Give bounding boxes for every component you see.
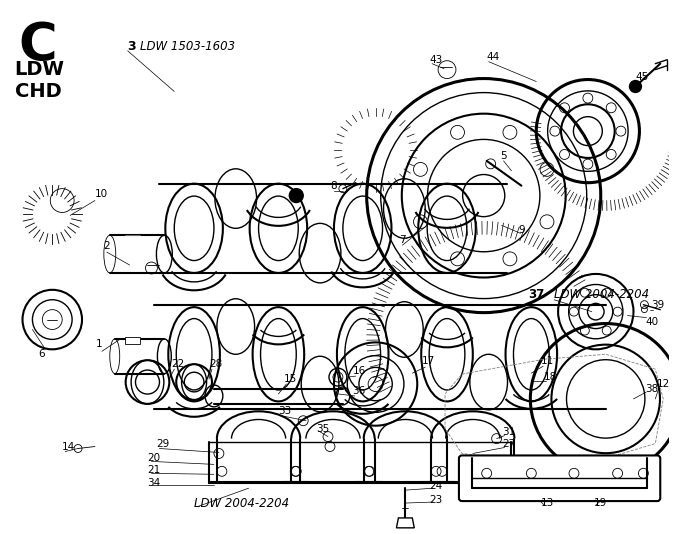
Circle shape [289,189,303,202]
Text: 29: 29 [156,438,170,449]
Text: 38: 38 [646,384,658,394]
Text: 15: 15 [283,374,297,384]
Text: 28: 28 [209,359,222,369]
Text: 6: 6 [38,349,45,359]
Text: 11: 11 [541,356,555,366]
Text: LDW: LDW [15,60,65,78]
Bar [125,337,140,344]
Text: C: C [19,20,57,72]
Text: LDW 2004-2204: LDW 2004-2204 [194,497,289,509]
Text: 21: 21 [148,465,160,475]
Text: 36: 36 [352,386,365,396]
Text: 20: 20 [148,453,160,464]
Text: 14: 14 [62,442,75,452]
Text: 5: 5 [501,151,508,161]
FancyBboxPatch shape [459,456,661,501]
Text: 10: 10 [95,189,108,199]
Text: 8: 8 [330,180,336,191]
Text: 3: 3 [127,40,136,53]
Text: 13: 13 [541,498,555,508]
Text: 27: 27 [503,438,516,449]
Text: CHD: CHD [15,82,61,100]
Text: 22: 22 [171,359,185,369]
Text: 12: 12 [657,379,671,389]
Text: 37: 37 [528,288,545,301]
Text: LDW 2004-2204: LDW 2004-2204 [554,288,649,301]
Polygon shape [396,518,415,528]
Text: 18: 18 [544,372,557,382]
Text: 40: 40 [646,317,658,327]
Text: 19: 19 [594,498,607,508]
Text: LDW 1503-1603: LDW 1503-1603 [140,40,235,53]
Circle shape [630,81,642,92]
Text: 45: 45 [636,72,648,82]
Text: 35: 35 [316,423,330,434]
Text: 44: 44 [487,52,500,62]
Text: 43: 43 [429,54,442,65]
Text: 7: 7 [400,235,406,245]
Text: 16: 16 [353,366,366,376]
Text: 17: 17 [422,356,435,366]
Text: 1: 1 [96,340,102,349]
Text: 33: 33 [278,406,292,416]
Text: 39: 39 [651,300,665,310]
Text: 34: 34 [148,478,160,488]
Text: 23: 23 [429,495,442,505]
Text: 4: 4 [288,189,295,199]
Text: 2: 2 [103,241,109,251]
Text: 24: 24 [429,481,442,491]
Text: 9: 9 [518,225,525,235]
Text: 31: 31 [503,427,516,437]
